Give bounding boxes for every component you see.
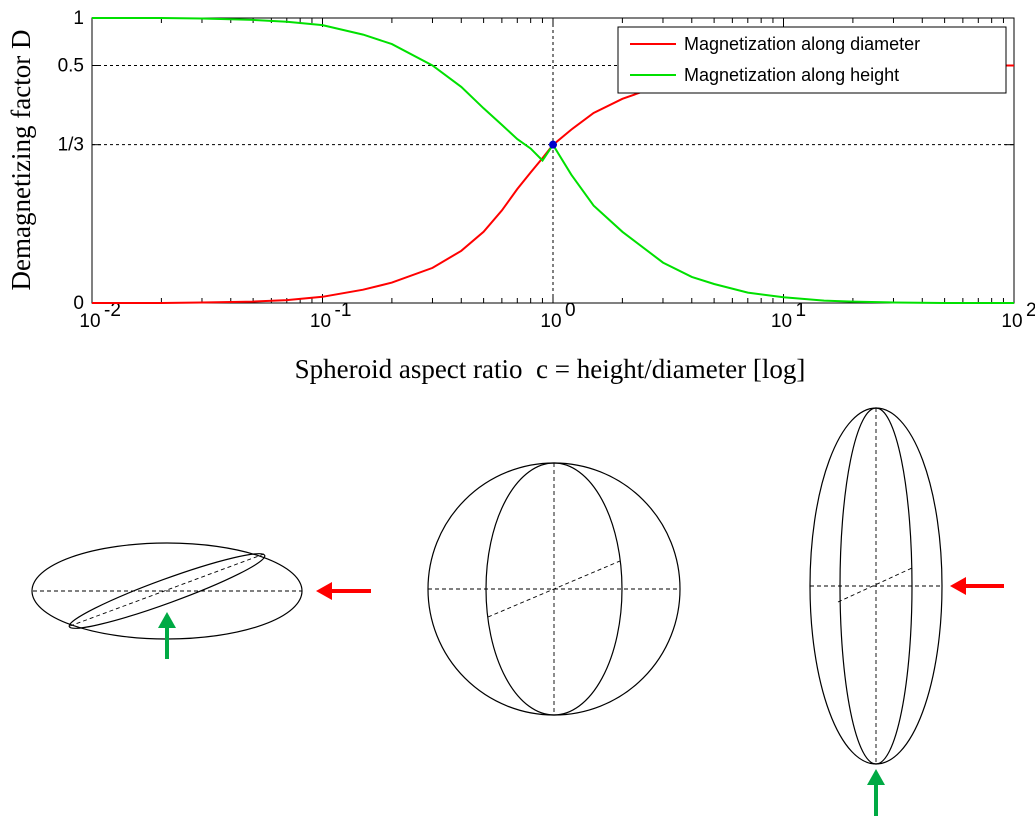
- x-tick-label: 10-2: [79, 300, 120, 332]
- x-tick-base: 10: [771, 311, 792, 332]
- legend-box: [617, 26, 1007, 94]
- legend-label-diameter: Magnetization along diameter: [684, 34, 920, 54]
- oblate-inner-ellipse: [68, 553, 266, 629]
- legend: Magnetization along diameter Magnetizati…: [617, 26, 1007, 94]
- prolate-diagonal-axis: [837, 567, 913, 603]
- prolate-green-arrow-head: [867, 769, 885, 785]
- prolate-red-arrow-head: [950, 577, 966, 595]
- oblate-green-arrow-head: [158, 612, 176, 628]
- y-axis-label: Demagnetizing factor D: [6, 30, 36, 291]
- x-tick-exponent: 1: [796, 300, 807, 321]
- x-tick-exponent: -1: [335, 300, 352, 321]
- y-tick-label: 1: [73, 8, 84, 29]
- y-tick-label: 1/3: [58, 135, 84, 156]
- x-tick-base: 10: [79, 311, 100, 332]
- intersection-marker: [549, 140, 557, 149]
- x-tick-label: 102: [1001, 300, 1035, 332]
- series-line-diameter: [92, 64, 1014, 304]
- y-tick-label: 0: [73, 293, 84, 314]
- legend-label-height: Magnetization along height: [684, 65, 899, 85]
- x-tick-label: 101: [771, 300, 806, 332]
- x-tick-base: 10: [1001, 311, 1022, 332]
- x-tick-base: 10: [310, 311, 331, 332]
- x-tick-label: 100: [540, 300, 575, 332]
- x-tick-label: 10-1: [310, 300, 351, 332]
- oblate-spheroid-diagram: [31, 542, 371, 659]
- oblate-red-arrow-head: [316, 582, 332, 600]
- prolate-spheroid-diagram: [809, 407, 1004, 816]
- x-tick-exponent: 0: [565, 300, 576, 321]
- y-tick-label: 0.5: [58, 56, 84, 77]
- sphere-diagonal-axis: [487, 560, 621, 618]
- x-tick-base: 10: [540, 311, 561, 332]
- x-tick-exponent: 2: [1026, 300, 1035, 321]
- x-tick-exponent: -2: [104, 300, 121, 321]
- x-axis-label: Spheroid aspect ratio c = height/diamete…: [295, 354, 806, 384]
- series-line-height: [92, 17, 1014, 304]
- sphere-diagram: [427, 462, 681, 716]
